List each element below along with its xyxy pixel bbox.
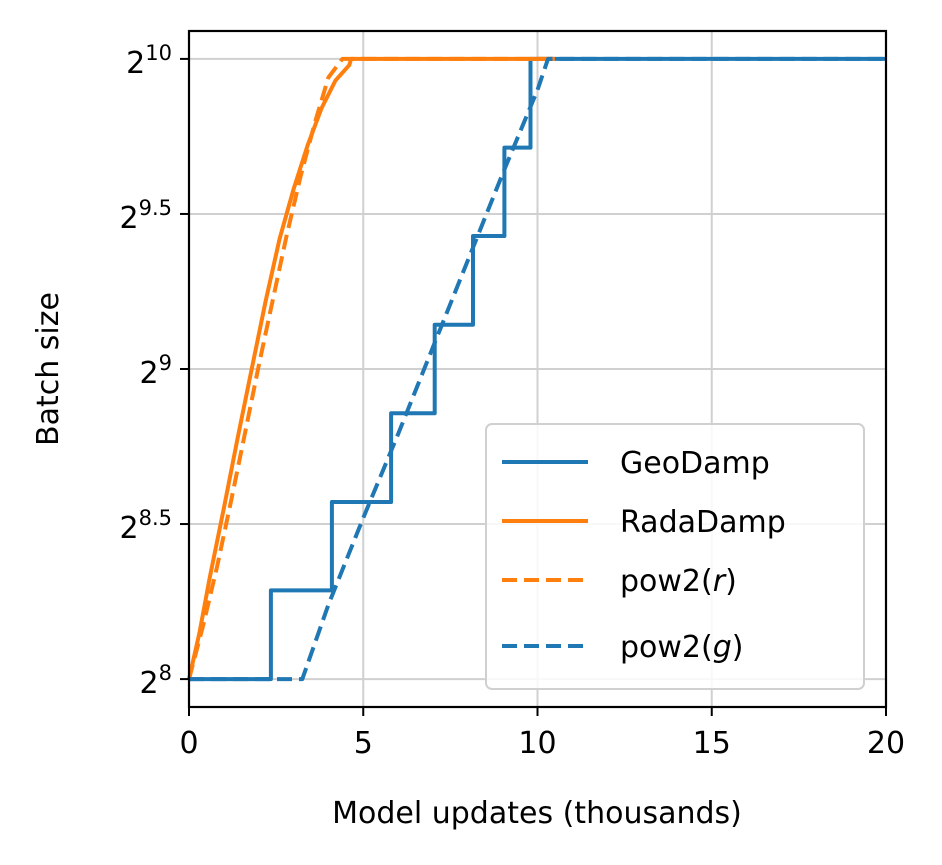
legend: GeoDamp RadaDamp pow2(r) pow2(g) [485, 423, 865, 690]
x-tick-label: 15 [693, 726, 731, 761]
y-tick-exponent: 10 [145, 41, 172, 65]
y-tick-base: 2 [120, 511, 139, 546]
x-tick-label: 10 [518, 726, 556, 761]
series-layer [187, 56, 886, 682]
series-line-pow2-r [187, 56, 555, 680]
y-tick-exponent: 8.5 [139, 506, 172, 530]
y-tick-base: 2 [140, 356, 159, 391]
y-axis-label: Batch size [31, 292, 66, 446]
y-tick-label: 28.5 [120, 506, 173, 546]
y-tick-exponent: 8 [159, 661, 172, 685]
legend-label: pow2(g) [620, 630, 744, 665]
x-tick-label: 0 [179, 726, 198, 761]
x-tick-label: 20 [867, 726, 905, 761]
legend-label: RadaDamp [620, 505, 786, 540]
series-line-radadamp [187, 56, 555, 680]
legend-box [485, 423, 865, 690]
series-line-pow2-g [189, 56, 886, 682]
y-tick-base: 2 [120, 201, 139, 236]
x-axis-label: Model updates (thousands) [332, 796, 742, 831]
legend-label: GeoDamp [620, 446, 770, 481]
y-tick-label: 28 [140, 661, 172, 701]
y-tick-label: 29 [140, 351, 172, 391]
x-tick-label: 5 [354, 726, 373, 761]
legend-label: pow2(r) [620, 564, 737, 599]
y-tick-exponent: 9 [159, 351, 172, 375]
y-tick-exponent: 9.5 [139, 196, 172, 220]
y-tick-label: 210 [126, 41, 172, 81]
y-tick-base: 2 [140, 666, 159, 701]
x-axis-ticks: 0 5 10 15 20 [179, 707, 905, 761]
y-tick-label: 29.5 [120, 196, 173, 236]
series-line-geodamp [189, 56, 886, 682]
y-tick-base: 2 [126, 46, 145, 81]
